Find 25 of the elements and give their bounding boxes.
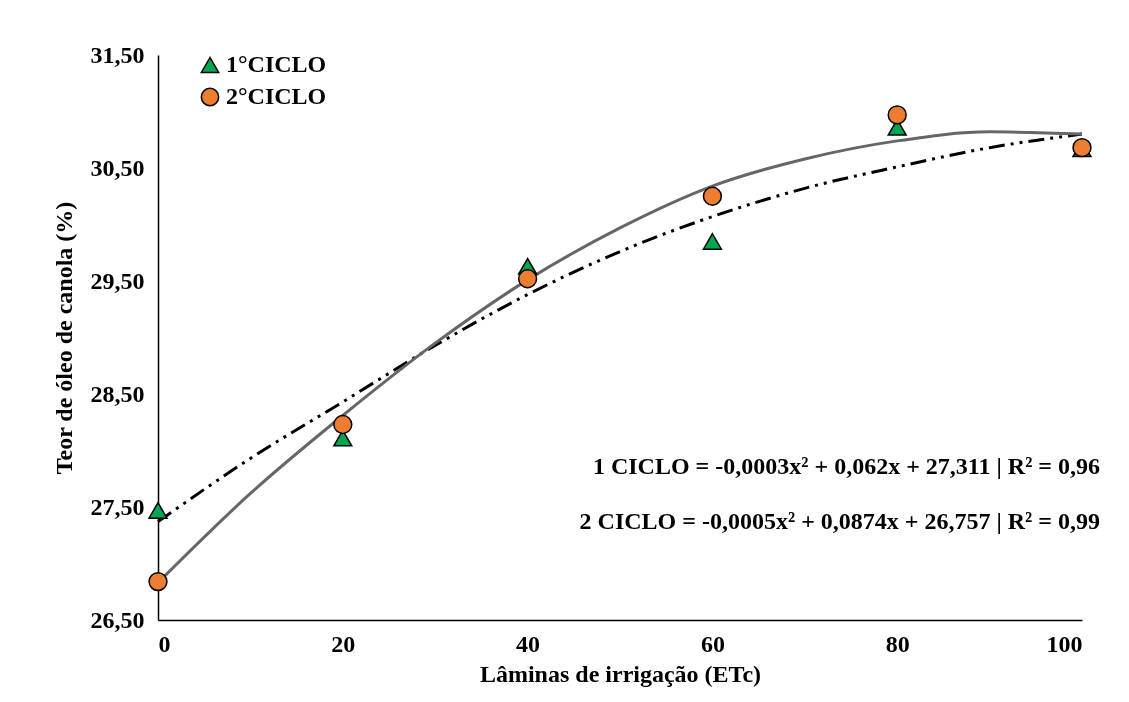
y-tick-label: 30,50: [90, 154, 145, 181]
point: [887, 105, 907, 125]
y-tick-label: 29,50: [90, 267, 145, 294]
x-tick-label: 60: [700, 630, 725, 657]
y-tick-label: 28,50: [90, 380, 145, 407]
annotation: 1 CICLO = -0,0003x² + 0,062x + 27,311 | R² = 0,96: [592, 453, 1100, 479]
y-axis-title: Teor de óleo de canola (%): [50, 201, 77, 475]
legend-label: 1°CICLO: [226, 51, 327, 77]
legend-label: 2°CICLO: [226, 83, 327, 109]
point: [148, 501, 168, 519]
x-tick-label: 0: [158, 630, 171, 657]
x-tick-label: 40: [516, 630, 541, 657]
y-tick-label: 31,50: [90, 41, 145, 68]
point: [333, 414, 353, 435]
x-tick-label: 80: [885, 630, 910, 657]
x-tick-label: 100: [1046, 630, 1083, 657]
x-tick-label: 20: [331, 630, 356, 657]
annotation: 2 CICLO = -0,0005x² + 0,0874x + 26,757 | R² = 0,99: [579, 508, 1100, 534]
point: [517, 269, 538, 289]
point: [702, 232, 723, 250]
y-tick-label: 27,50: [90, 493, 145, 520]
y-tick-label: 26,50: [90, 606, 145, 633]
point: [148, 571, 168, 592]
x-axis-title: Lâminas de irrigação (ETc): [479, 660, 762, 687]
point: [702, 186, 723, 206]
